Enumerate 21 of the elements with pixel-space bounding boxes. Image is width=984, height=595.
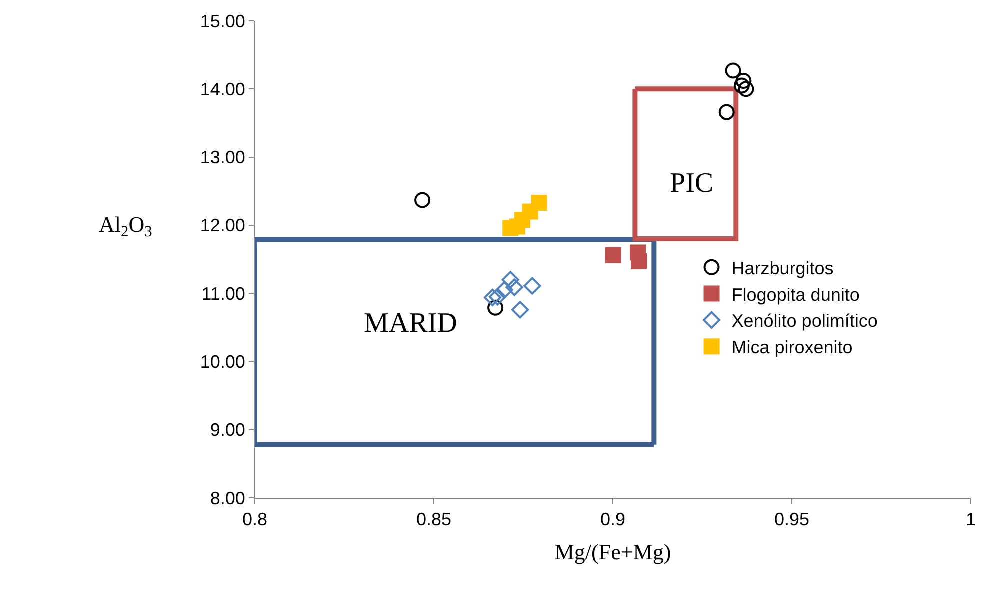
x-tick-label: 0.9 xyxy=(600,510,626,530)
legend-label: Xenólito polimítico xyxy=(732,311,878,332)
y-tick-label: 9.00 xyxy=(210,420,246,440)
x-tick-label: 1 xyxy=(966,510,976,530)
y-tick-label: 13.00 xyxy=(200,148,246,168)
x-tick-label: 0.85 xyxy=(416,510,452,530)
legend-label: Harzburgitos xyxy=(732,258,834,278)
x-tick-label: 0.95 xyxy=(774,510,810,530)
y-tick-label: 11.00 xyxy=(202,284,246,304)
y-tick-label: 12.00 xyxy=(200,216,246,236)
x-tick-label: 0.8 xyxy=(242,510,268,530)
y-tick-label: 14.00 xyxy=(200,79,246,100)
annotation: MARID xyxy=(364,308,458,339)
annotation: PIC xyxy=(670,168,714,199)
y-tick-label: 15.00 xyxy=(200,11,246,32)
legend-label: Flogopita dunito xyxy=(732,284,860,305)
legend-label: Mica piroxenito xyxy=(732,338,853,358)
y-tick-label: 10.00 xyxy=(200,352,246,372)
x-axis-title: Mg/(Fe+Mg) xyxy=(554,540,672,564)
y-tick-label: 8.00 xyxy=(210,488,246,508)
y-axis-title: Al$_{2}$O$_{3}$ xyxy=(99,212,153,241)
